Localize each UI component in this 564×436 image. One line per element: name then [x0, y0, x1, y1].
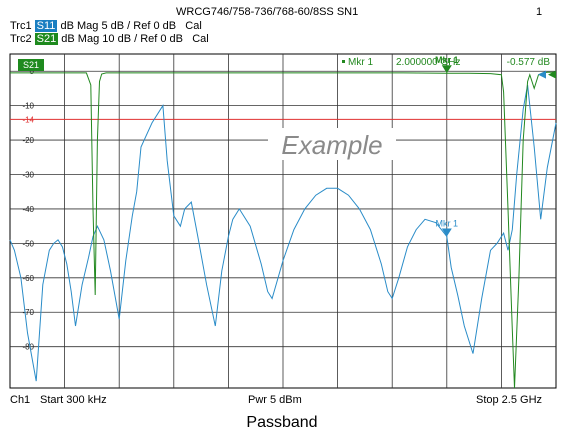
trace-scale: 5 dB /: [101, 20, 131, 32]
trace-ref: Ref 0 dB: [133, 20, 177, 32]
power-level[interactable]: Pwr 5 dBm: [248, 394, 302, 406]
y-tick-label: -40: [22, 205, 34, 214]
marker-label: Mkr 1: [436, 218, 459, 228]
y-tick-label: 0: [30, 67, 35, 76]
marker-readout-dot: [342, 60, 345, 63]
watermark-background: [268, 128, 396, 160]
trace-ref: Ref 0 dB: [140, 33, 184, 45]
marker-readout-value: -0.577 dB: [507, 57, 551, 68]
marker-triangle[interactable]: [441, 228, 452, 237]
y-tick-label: -10: [22, 102, 34, 111]
marker-readout-label: Mkr 1: [348, 57, 373, 68]
y-tick-label: -30: [22, 171, 34, 180]
ref-arrow-icon: [538, 70, 546, 79]
stop-frequency[interactable]: Stop 2.5 GHz: [476, 394, 543, 406]
trace-chip-s21[interactable]: S21: [34, 33, 59, 45]
y-tick-label: -20: [22, 136, 34, 145]
page-number: 1: [536, 6, 543, 18]
trace-format: dB Mag: [61, 33, 100, 45]
marker-readout-frequency: 2.000000 GHz: [396, 57, 461, 68]
series-line-s11[interactable]: [9, 84, 557, 382]
trace-cal: Cal: [185, 20, 202, 32]
chart-title: WRCG746/758-736/768-60/8SS SN1: [176, 6, 359, 18]
channel-label: Ch1: [10, 394, 31, 406]
trace-name: Trc1: [10, 20, 32, 32]
watermark-text: Example: [281, 130, 382, 160]
trace-row-1[interactable]: Trc1 S11 dB Mag 5 dB / Ref 0 dB Cal: [10, 20, 202, 32]
trace-row-2[interactable]: Trc2 S21 dB Mag 10 dB / Ref 0 dB Cal: [10, 33, 209, 45]
ref-arrow-icon: [548, 70, 556, 79]
active-trace-box[interactable]: [18, 59, 44, 71]
trace-chip-s11[interactable]: S11: [34, 20, 58, 32]
y-tick-label: -60: [22, 274, 34, 283]
marker-label: Mkr 1: [435, 55, 459, 65]
y-tick-label: -50: [22, 239, 34, 248]
trace-format: dB Mag: [60, 20, 99, 32]
series-line-s21[interactable]: [10, 71, 556, 389]
trace-scale: 10 dB /: [102, 33, 138, 45]
active-trace-label: S21: [23, 60, 39, 70]
start-frequency[interactable]: Start 300 kHz: [40, 394, 107, 406]
trace-name: Trc2: [10, 33, 32, 45]
y-tick-label: -80: [22, 343, 34, 352]
limit-line-label: -14: [22, 115, 34, 124]
y-tick-label: -70: [22, 308, 34, 317]
trace-cal: Cal: [192, 33, 209, 45]
caption: Passband: [246, 414, 318, 431]
marker-triangle[interactable]: [441, 65, 452, 74]
